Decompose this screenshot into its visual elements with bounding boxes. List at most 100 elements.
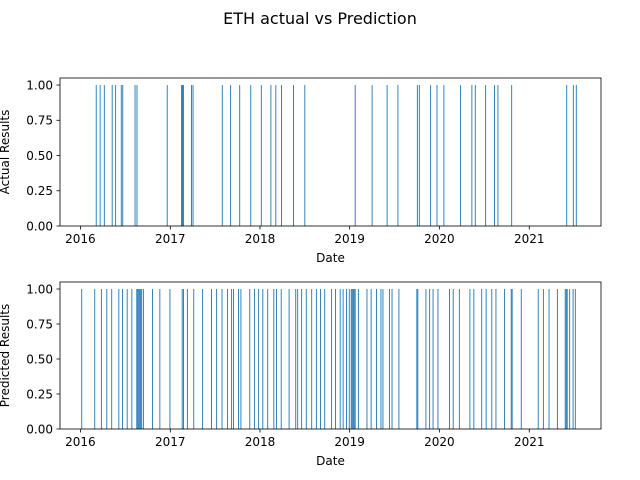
bar bbox=[270, 85, 272, 226]
bar bbox=[537, 289, 539, 429]
bar bbox=[357, 289, 359, 429]
bar bbox=[192, 85, 194, 226]
bar bbox=[452, 289, 454, 429]
bar bbox=[380, 289, 382, 429]
y-tick-label: 0.25 bbox=[26, 184, 53, 198]
bar bbox=[281, 85, 282, 226]
x-tick-label: 2018 bbox=[245, 232, 276, 246]
bar bbox=[99, 85, 101, 226]
bar bbox=[565, 289, 567, 429]
bar bbox=[226, 289, 228, 429]
bar bbox=[436, 85, 438, 226]
x-tick-label: 2019 bbox=[334, 232, 365, 246]
bar bbox=[169, 289, 171, 429]
bar bbox=[111, 85, 113, 226]
bar bbox=[221, 85, 223, 226]
y-tick-label: 0.00 bbox=[26, 422, 53, 436]
bar bbox=[458, 289, 460, 429]
x-tick-label: 2021 bbox=[514, 232, 545, 246]
bar bbox=[131, 289, 133, 429]
x-tick-label: 2019 bbox=[334, 435, 365, 449]
bar bbox=[416, 85, 418, 226]
bar bbox=[382, 289, 384, 429]
bar bbox=[115, 85, 117, 226]
bar bbox=[230, 85, 232, 226]
y-tick-label: 0.75 bbox=[26, 317, 53, 331]
bar bbox=[126, 289, 128, 429]
bar bbox=[182, 85, 183, 226]
bar bbox=[569, 289, 571, 429]
bar bbox=[280, 289, 282, 429]
bar bbox=[354, 289, 356, 429]
bar bbox=[510, 289, 512, 429]
bar bbox=[418, 85, 420, 226]
bar bbox=[353, 289, 355, 429]
bar bbox=[94, 289, 96, 429]
bar bbox=[397, 85, 399, 226]
bar bbox=[481, 289, 483, 429]
bar bbox=[386, 85, 388, 226]
bar bbox=[141, 289, 143, 429]
bar bbox=[351, 289, 353, 429]
bar bbox=[469, 289, 471, 429]
y-tick-label: 0.00 bbox=[26, 219, 53, 233]
bar bbox=[564, 289, 566, 429]
bar bbox=[122, 85, 124, 226]
x-tick-label: 2017 bbox=[155, 232, 186, 246]
bar bbox=[233, 289, 235, 429]
x-tick-label: 2020 bbox=[424, 232, 455, 246]
bar bbox=[324, 289, 326, 429]
bar bbox=[572, 289, 574, 429]
y-tick-label: 0.50 bbox=[26, 352, 53, 366]
bar bbox=[81, 289, 83, 429]
bar bbox=[276, 289, 278, 429]
bar bbox=[253, 289, 255, 429]
bar bbox=[574, 289, 576, 429]
bar bbox=[134, 85, 136, 226]
bar bbox=[301, 289, 303, 429]
bar bbox=[430, 85, 432, 226]
bar bbox=[142, 289, 144, 429]
bar bbox=[136, 289, 138, 429]
bar bbox=[389, 289, 391, 429]
bar bbox=[249, 289, 251, 429]
bar bbox=[425, 289, 427, 429]
bar bbox=[137, 289, 139, 429]
bar bbox=[100, 289, 102, 429]
x-tick-label: 2016 bbox=[65, 232, 96, 246]
bar bbox=[511, 85, 513, 226]
bar bbox=[138, 289, 140, 429]
bar bbox=[495, 289, 497, 429]
bar bbox=[497, 85, 499, 226]
y-tick-label: 0.75 bbox=[26, 114, 53, 128]
y-tick-label: 0.50 bbox=[26, 149, 53, 163]
x-tick-label: 2017 bbox=[155, 435, 186, 449]
bar bbox=[118, 289, 120, 429]
bar bbox=[305, 289, 307, 429]
y-axis-label: Actual Results bbox=[0, 110, 12, 195]
x-tick-label: 2016 bbox=[65, 435, 96, 449]
bar bbox=[504, 289, 505, 429]
bar bbox=[275, 85, 277, 226]
bar bbox=[491, 289, 493, 429]
bar bbox=[186, 289, 188, 429]
bar bbox=[548, 289, 550, 429]
bar bbox=[460, 85, 462, 226]
bar bbox=[366, 289, 368, 429]
bar bbox=[139, 289, 141, 429]
bar bbox=[542, 289, 544, 429]
bar bbox=[239, 85, 241, 226]
bar bbox=[120, 85, 122, 226]
x-tick-label: 2021 bbox=[514, 435, 545, 449]
plot-frame bbox=[59, 77, 602, 227]
bar bbox=[473, 289, 475, 429]
bar bbox=[111, 289, 113, 429]
bar bbox=[221, 289, 223, 429]
bar bbox=[474, 85, 476, 226]
bar bbox=[370, 289, 372, 429]
bar bbox=[331, 289, 333, 429]
bar bbox=[437, 289, 439, 429]
actual-results-chart: 2016 2017 2018 2019 2020 2021 0.00 0.25 0.50 0.75… bbox=[0, 77, 602, 265]
bar bbox=[354, 85, 356, 226]
